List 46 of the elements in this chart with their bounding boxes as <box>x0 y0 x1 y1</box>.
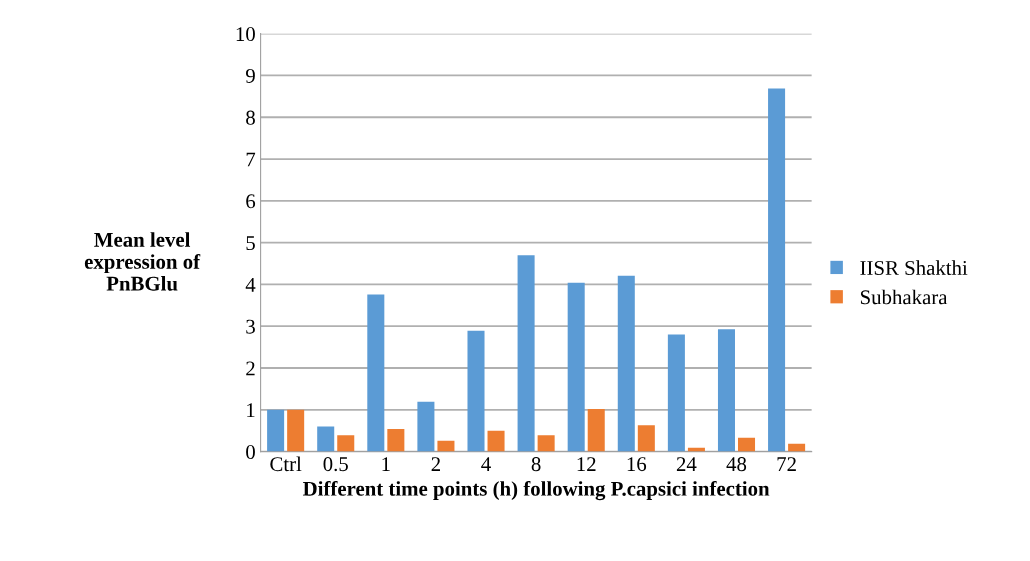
bar <box>387 429 405 452</box>
x-axis-title: Different time points (h) following P.capsici infection <box>302 480 770 501</box>
bar <box>417 401 435 452</box>
y-tick-label: 6 <box>246 194 256 209</box>
y-tick-label: 1 <box>247 403 255 418</box>
x-tick-label: 48 <box>726 457 747 472</box>
x-tick-label: 8 <box>531 457 541 472</box>
bar <box>537 435 555 452</box>
bar <box>267 409 285 452</box>
bar <box>437 440 455 452</box>
x-tick-label: 1 <box>382 457 390 471</box>
x-tick-label: 2 <box>431 457 440 471</box>
bar <box>617 275 635 452</box>
bar <box>587 408 605 452</box>
x-tick-label: Ctrl <box>270 456 302 472</box>
x-tick-label: 12 <box>577 457 596 471</box>
y-tick-label: 2 <box>246 361 255 376</box>
y-tick-label: 7 <box>246 152 256 167</box>
x-tick-label: 0.5 <box>323 457 348 472</box>
y-tick-label: 8 <box>246 110 255 125</box>
bar <box>337 435 355 452</box>
y-tick-label: 10 <box>236 27 255 42</box>
bar <box>667 334 685 452</box>
bar <box>367 294 385 452</box>
y-tick-label: 3 <box>246 319 255 334</box>
bar <box>287 409 305 452</box>
bar <box>637 425 655 452</box>
bar <box>738 437 756 452</box>
legend-label: Subhakara <box>860 289 948 305</box>
y-tick-label: 4 <box>245 277 256 292</box>
bar <box>487 430 505 452</box>
x-tick-label: 16 <box>627 457 647 472</box>
legend-label: IISR Shakthi <box>860 260 968 275</box>
bar <box>567 282 585 452</box>
y-tick-label: 5 <box>246 236 255 251</box>
x-tick-label: 72 <box>777 457 796 471</box>
bar <box>517 255 535 452</box>
bar <box>317 426 335 452</box>
x-tick-label: 24 <box>676 457 697 471</box>
y-tick-label: 0 <box>246 444 255 460</box>
bar <box>467 330 485 452</box>
x-tick-label: 4 <box>481 457 491 471</box>
y-axis-title: Mean level expression of PnBGlu <box>84 232 201 291</box>
bar <box>717 329 735 452</box>
y-tick-label: 9 <box>245 68 255 83</box>
bar <box>768 88 786 452</box>
